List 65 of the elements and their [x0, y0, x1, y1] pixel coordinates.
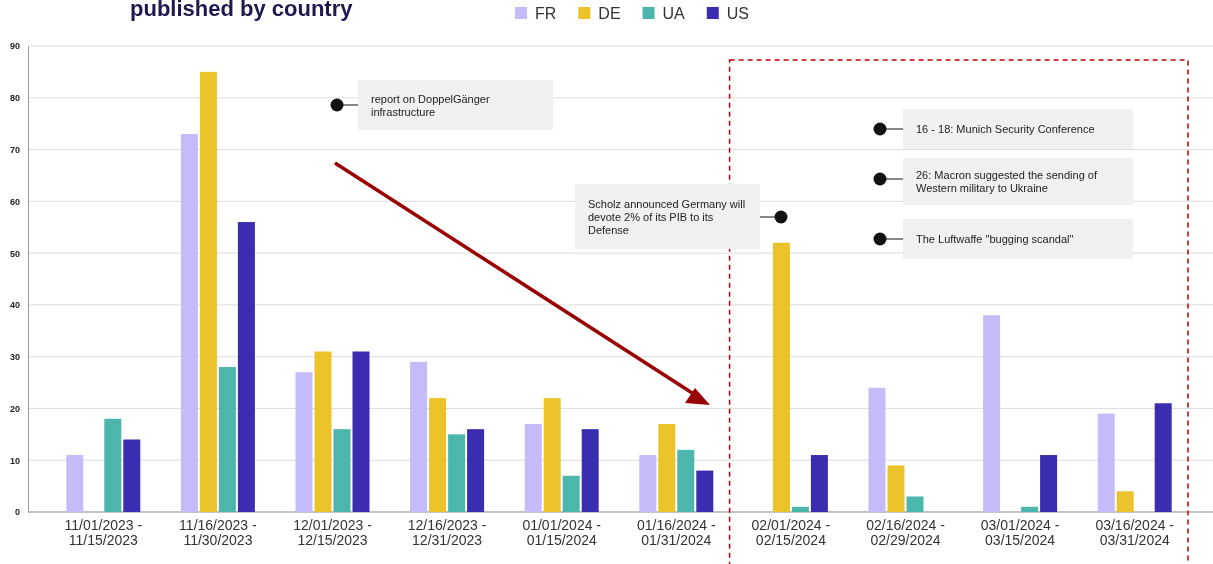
bar [1154, 403, 1172, 512]
x-tick-label: 12/01/2023 - 12/15/2023 [293, 516, 373, 549]
bar [1116, 491, 1134, 512]
annotation: The Luftwaffe "bugging scandal" [916, 233, 1074, 245]
annotation: 16 - 18: Munich Security Conference [916, 123, 1095, 135]
bar [314, 351, 332, 512]
y-tick-label: 40 [9, 300, 20, 311]
bar [677, 449, 695, 512]
chart-title: published by country [130, 0, 354, 21]
bar [218, 367, 236, 512]
bar [1021, 506, 1039, 512]
annotation: Scholz announced Germany will devote 2% of its PIB to its Defense [588, 197, 746, 236]
bar [333, 429, 351, 512]
bar [467, 429, 485, 512]
bar [429, 398, 447, 512]
bar [562, 475, 580, 512]
bar [543, 398, 561, 512]
legend-label: DE [598, 5, 621, 22]
bar [295, 372, 313, 512]
bar [237, 222, 255, 512]
x-tick-label: 03/01/2024 - 03/15/2024 [980, 516, 1060, 549]
bar [887, 465, 905, 512]
bar [352, 351, 370, 512]
legend-label: US [726, 5, 750, 22]
bar [581, 429, 599, 512]
bar [868, 387, 886, 512]
bar [791, 506, 809, 512]
y-tick-label: 50 [9, 248, 20, 259]
annotation: report on DoppelGänger infrastructure [371, 92, 490, 118]
x-tick-label: 01/01/2024 - 01/15/2024 [522, 516, 602, 549]
bar [810, 455, 828, 512]
bar [658, 423, 676, 512]
bar [1097, 413, 1115, 512]
y-tick-label: 60 [9, 196, 20, 207]
x-tick-label: 03/16/2024 - 03/31/2024 [1095, 516, 1175, 549]
bar [524, 423, 542, 512]
bar [199, 71, 217, 512]
bar [66, 455, 84, 512]
bar [123, 439, 141, 512]
y-tick-label: 90 [9, 41, 20, 52]
y-tick-label: 20 [9, 403, 20, 414]
bar [906, 496, 924, 512]
bar [772, 242, 790, 512]
bar [696, 470, 714, 512]
bar [448, 434, 466, 512]
legend-label: UA [662, 5, 686, 22]
x-tick-label: 12/16/2023 - 12/31/2023 [407, 516, 487, 549]
bar [180, 134, 198, 512]
x-tick-label: 02/01/2024 - 02/15/2024 [751, 516, 831, 549]
bar [1040, 455, 1058, 512]
bar [410, 361, 428, 512]
bar [104, 418, 122, 512]
y-tick-label: 30 [9, 352, 20, 363]
x-tick-label: 02/16/2024 - 02/29/2024 [866, 516, 946, 549]
bar [639, 455, 657, 512]
x-tick-label: 11/01/2023 - 11/15/2023 [64, 516, 143, 549]
x-tick-label: 01/16/2024 - 01/31/2024 [636, 516, 716, 549]
x-tick-label: 11/16/2023 - 11/30/2023 [179, 516, 258, 549]
annotation: 26: Macron suggested the sending of Western military to Ukraine [916, 169, 1098, 194]
y-tick-label: 0 [14, 507, 20, 518]
bar [983, 315, 1001, 512]
y-tick-label: 70 [9, 144, 20, 155]
y-tick-label: 80 [9, 93, 20, 104]
legend-label: FR [535, 5, 557, 22]
y-tick-label: 10 [9, 455, 20, 466]
